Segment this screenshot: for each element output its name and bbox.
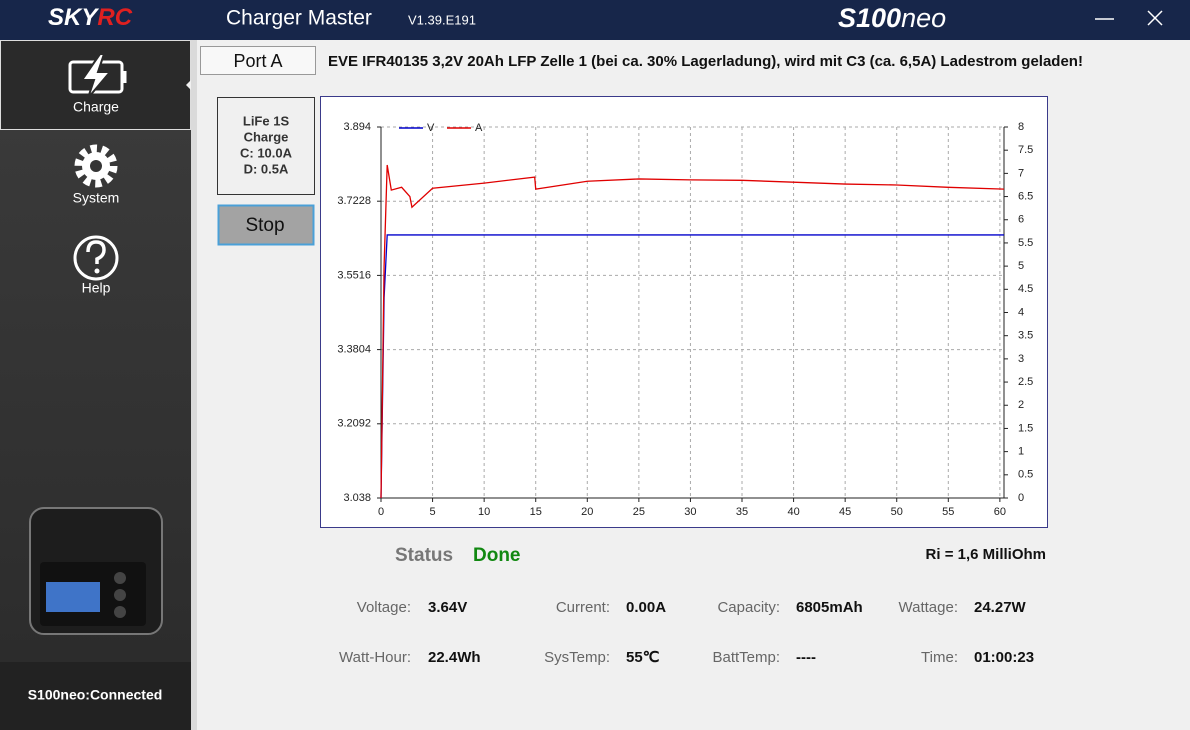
y2-tick-label: 6 <box>1018 214 1024 226</box>
x-tick-label: 25 <box>633 506 645 518</box>
y2-tick-label: 1.5 <box>1018 422 1033 434</box>
stop-button-label: Stop <box>245 215 284 236</box>
x-tick-label: 40 <box>787 506 799 518</box>
legend-label: V <box>427 122 435 134</box>
stat-label: Time: <box>921 649 958 666</box>
stat-value: 3.64V <box>428 599 467 616</box>
title-bar <box>0 0 1190 40</box>
x-tick-label: 30 <box>684 506 696 518</box>
y2-tick-label: 2.5 <box>1018 376 1033 388</box>
stop-button[interactable] <box>217 204 315 246</box>
x-tick-label: 50 <box>891 506 903 518</box>
y2-tick-label: 0 <box>1018 492 1024 504</box>
port-tab-label: Port A <box>233 51 282 71</box>
y2-tick-label: 4.5 <box>1018 283 1033 295</box>
internal-resistance: Ri = 1,6 MilliOhm <box>926 546 1046 563</box>
series-line <box>380 164 1005 499</box>
model-name: S100 <box>838 3 901 33</box>
stats: Voltage: 3.64V Current: 0.00A Capacity: 6805m… <box>339 599 1034 666</box>
y2-tick-label: 2 <box>1018 399 1024 411</box>
nav-label: Help <box>82 280 111 296</box>
stat-label: Capacity: <box>717 599 780 616</box>
y2-tick-label: 1 <box>1018 446 1024 458</box>
logo-accent: RC <box>97 4 132 31</box>
y-tick-label: 3.894 <box>343 121 371 133</box>
y2-tick-label: 5.5 <box>1018 237 1033 249</box>
x-tick-label: 45 <box>839 506 851 518</box>
stat-label: SysTemp: <box>544 649 610 666</box>
program-line: D: 0.5A <box>244 161 289 176</box>
app-version: V1.39.E191 <box>408 12 476 27</box>
port-description: EVE IFR40135 3,2V 20Ah LFP Zelle 1 (bei … <box>328 53 1083 70</box>
y-tick-label: 3.7228 <box>337 195 371 207</box>
x-tick-label: 35 <box>736 506 748 518</box>
program-line: C: 10.0A <box>240 145 293 160</box>
divider <box>191 40 197 730</box>
app-title: Charger Master <box>226 7 372 30</box>
x-tick-label: 55 <box>942 506 954 518</box>
stat-value: 6805mAh <box>796 599 863 616</box>
y-tick-label: 3.038 <box>343 492 371 504</box>
stat-label: Wattage: <box>899 599 958 616</box>
stat-value: 22.4Wh <box>428 649 481 666</box>
y2-tick-label: 6.5 <box>1018 190 1033 202</box>
nav-label: System <box>73 190 120 206</box>
y2-tick-label: 4 <box>1018 306 1024 318</box>
status-value: Done <box>473 545 521 566</box>
stat-label: BattTemp: <box>712 649 780 666</box>
x-tick-label: 60 <box>994 506 1006 518</box>
nav-pointer <box>186 80 191 90</box>
y2-tick-label: 0.5 <box>1018 469 1033 481</box>
y2-tick-label: 7.5 <box>1018 144 1033 156</box>
stat-label: Current: <box>556 599 610 616</box>
nav-label: Charge <box>73 99 119 115</box>
y2-tick-label: 3.5 <box>1018 330 1033 342</box>
y2-tick-label: 7 <box>1018 167 1024 179</box>
stat-value: 55℃ <box>626 649 660 666</box>
stat-value: 0.00A <box>626 599 666 616</box>
chart-frame <box>320 96 1048 528</box>
program-line: LiFe 1S <box>243 113 290 128</box>
nav-system[interactable] <box>74 144 118 188</box>
y-tick-label: 3.5516 <box>337 269 371 281</box>
y-tick-label: 3.3804 <box>337 344 371 356</box>
y2-tick-label: 3 <box>1018 353 1024 365</box>
y2-tick-label: 5 <box>1018 260 1024 272</box>
x-tick-label: 10 <box>478 506 490 518</box>
status-label: Status <box>395 545 453 566</box>
nav-help[interactable] <box>73 235 119 281</box>
stat-label: Watt-Hour: <box>339 649 411 666</box>
bolt-icon <box>80 53 113 99</box>
logo: SKYRC <box>48 4 133 31</box>
program-box <box>217 97 315 195</box>
x-tick-label: 5 <box>430 506 436 518</box>
x-tick-label: 0 <box>378 506 384 518</box>
logo-main: SKY <box>48 4 99 31</box>
series-line <box>380 234 1004 499</box>
x-tick-label: 15 <box>530 506 542 518</box>
stat-value: 01:00:23 <box>974 649 1034 666</box>
chart: 0 5 10 15 20 25 30 35 40 45 50 55 603.0383.20923.380… <box>337 121 1033 518</box>
y2-tick-label: 8 <box>1018 121 1024 133</box>
close-button[interactable] <box>1147 10 1163 26</box>
nav-charge[interactable] <box>0 40 191 130</box>
legend-label: A <box>475 122 483 134</box>
stat-value: ---- <box>796 649 816 666</box>
stat-value: 24.27W <box>974 599 1027 616</box>
model-logo: S100neo <box>838 3 946 33</box>
port-tab[interactable] <box>200 46 316 75</box>
device-image <box>29 507 163 635</box>
x-tick-label: 20 <box>581 506 593 518</box>
stat-label: Voltage: <box>357 599 411 616</box>
model-suffix: neo <box>901 3 946 33</box>
program-line: Charge <box>244 129 289 144</box>
connection-status: S100neo:Connected <box>28 687 163 703</box>
connection-bar <box>0 662 191 730</box>
y-tick-label: 3.2092 <box>337 418 371 430</box>
